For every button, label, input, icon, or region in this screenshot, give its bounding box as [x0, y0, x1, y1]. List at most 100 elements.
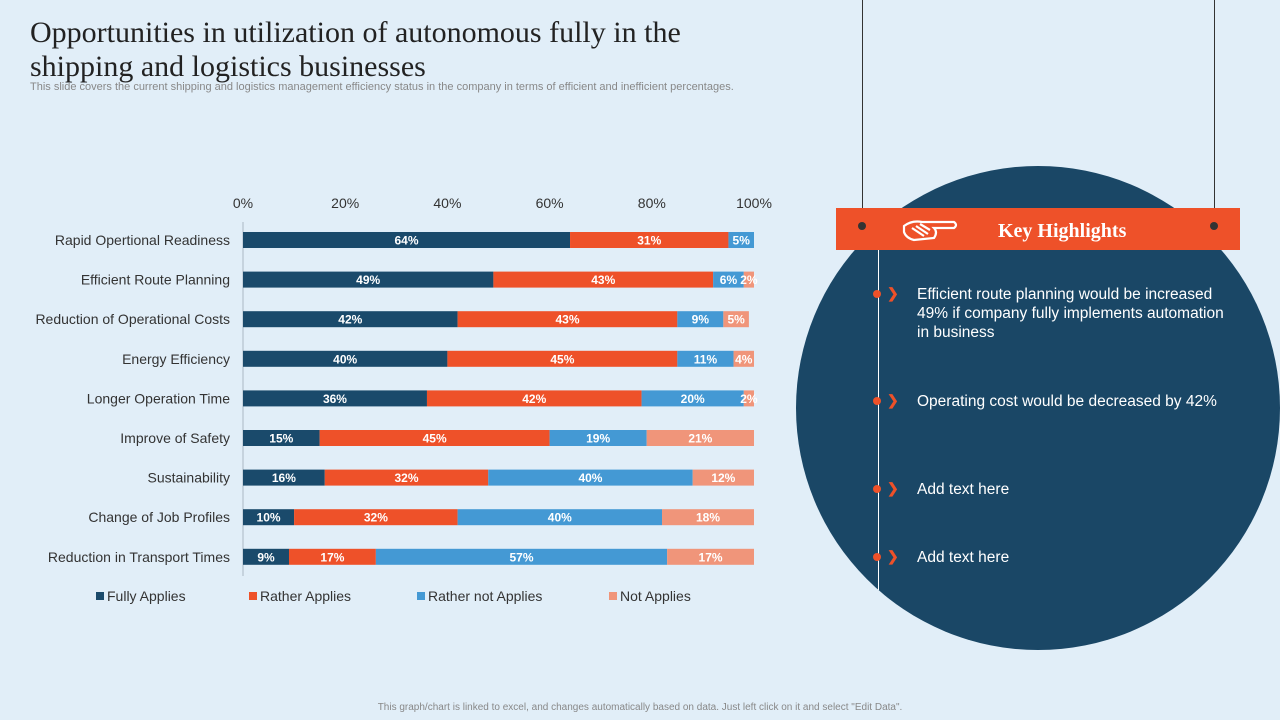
chevron-right-icon: ❯	[887, 285, 899, 301]
category-label: Improve of Safety	[120, 430, 230, 446]
x-tick-label: 100%	[736, 195, 772, 211]
data-label: 10%	[257, 511, 281, 525]
data-label: 32%	[364, 511, 388, 525]
data-label: 40%	[578, 471, 602, 485]
bar-segment	[243, 311, 458, 328]
bar-segment	[677, 350, 734, 367]
legend-label: Not Applies	[620, 588, 691, 604]
bar-segment	[243, 548, 289, 565]
legend-label: Rather Applies	[260, 588, 351, 604]
bullet-dot	[873, 290, 881, 298]
category-label: Longer Operation Time	[87, 390, 230, 406]
pin-dot	[858, 222, 866, 230]
data-label: 15%	[269, 432, 293, 446]
x-tick-label: 40%	[433, 195, 461, 211]
legend-swatch	[609, 592, 617, 600]
data-label: 18%	[696, 511, 720, 525]
highlight-item: Add text here	[917, 481, 1010, 498]
chevron-right-icon: ❯	[887, 548, 899, 564]
bar-segment	[243, 271, 494, 288]
data-label: 4%	[735, 352, 753, 366]
bar-segment	[723, 311, 749, 328]
bar-segment	[288, 548, 376, 565]
highlights-title: Key Highlights	[998, 220, 1127, 242]
bullet-dot	[873, 485, 881, 493]
data-label: 20%	[681, 392, 705, 406]
bar-segment	[646, 430, 754, 446]
bar-segment	[243, 469, 325, 486]
bar-segment	[713, 271, 744, 288]
x-tick-label: 20%	[331, 195, 359, 211]
data-label: 42%	[522, 392, 546, 406]
data-label: 40%	[548, 511, 572, 525]
bullet-dot	[873, 553, 881, 561]
bar-segment	[426, 390, 642, 407]
stacked-bar-chart: 0% 20% 40% 60% 80% 100% Rapid Opertional Readi…	[35, 195, 772, 604]
data-label: 42%	[338, 313, 362, 327]
x-tick-label: 80%	[638, 195, 666, 211]
bullet-dot	[873, 397, 881, 405]
data-label: 32%	[395, 471, 419, 485]
pin-dot	[1210, 222, 1218, 230]
bar-segment	[375, 548, 668, 565]
data-label: 9%	[257, 550, 275, 564]
category-label: Reduction of Operational Costs	[35, 311, 230, 327]
x-tick-label: 60%	[536, 195, 564, 211]
legend-label: Fully Applies	[107, 588, 186, 604]
timeline-line	[878, 250, 879, 590]
highlight-item: Efficient route planning would be increa…	[917, 286, 1224, 341]
data-label: 17%	[320, 550, 344, 564]
hanging-line	[1214, 0, 1215, 226]
data-label: 36%	[323, 392, 347, 406]
bar-segment	[457, 311, 678, 328]
bar-segment	[743, 390, 754, 407]
category-label: Reduction in Transport Times	[48, 549, 230, 565]
bar-segment	[728, 232, 754, 248]
data-label: 57%	[509, 550, 533, 564]
bar-segment	[243, 390, 427, 407]
bar-segment	[457, 509, 663, 526]
footer-note: This graph/chart is linked to excel, and…	[377, 702, 903, 713]
bar-segment	[493, 271, 714, 288]
data-label: 43%	[591, 273, 615, 287]
data-label: 16%	[272, 471, 296, 485]
bar-segment	[692, 469, 754, 486]
highlight-item: Add text here	[917, 549, 1010, 566]
data-label: 12%	[711, 471, 735, 485]
bar-segment	[324, 469, 489, 486]
data-label: 2%	[740, 392, 758, 406]
bar-segment	[733, 350, 754, 367]
bar-segment	[294, 509, 458, 526]
data-label: 2%	[740, 273, 758, 287]
data-label: 40%	[333, 352, 357, 366]
data-label: 31%	[637, 234, 661, 248]
data-label: 6%	[720, 273, 738, 287]
legend-swatch	[249, 592, 257, 600]
bar-segment	[447, 350, 678, 367]
data-label: 45%	[423, 432, 447, 446]
data-label: 21%	[688, 432, 712, 446]
subtitle: This slide covers the current shipping a…	[30, 81, 734, 93]
page-title: Opportunities in utilization of autonomo…	[30, 16, 681, 83]
legend-swatch	[417, 592, 425, 600]
bar-segment	[243, 430, 320, 446]
x-tick-label: 0%	[233, 195, 253, 211]
bar-segment	[243, 232, 571, 248]
bar-segment	[743, 271, 754, 288]
bar-segment	[641, 390, 744, 407]
pointing-hand-icon	[902, 220, 958, 242]
data-label: 19%	[586, 432, 610, 446]
data-label: 45%	[550, 352, 574, 366]
data-label: 49%	[356, 273, 380, 287]
bar-segment	[488, 469, 693, 486]
chevron-right-icon: ❯	[887, 480, 899, 496]
category-label: Efficient Route Planning	[81, 272, 230, 288]
data-label: 11%	[694, 352, 718, 366]
category-label: Rapid Opertional Readiness	[55, 232, 230, 248]
chevron-right-icon: ❯	[887, 392, 899, 408]
bar-segment	[549, 430, 647, 446]
bar-segment	[243, 509, 295, 526]
bar-segment	[662, 509, 754, 526]
bar-segment	[243, 350, 448, 367]
legend-label: Rather not Applies	[428, 588, 542, 604]
